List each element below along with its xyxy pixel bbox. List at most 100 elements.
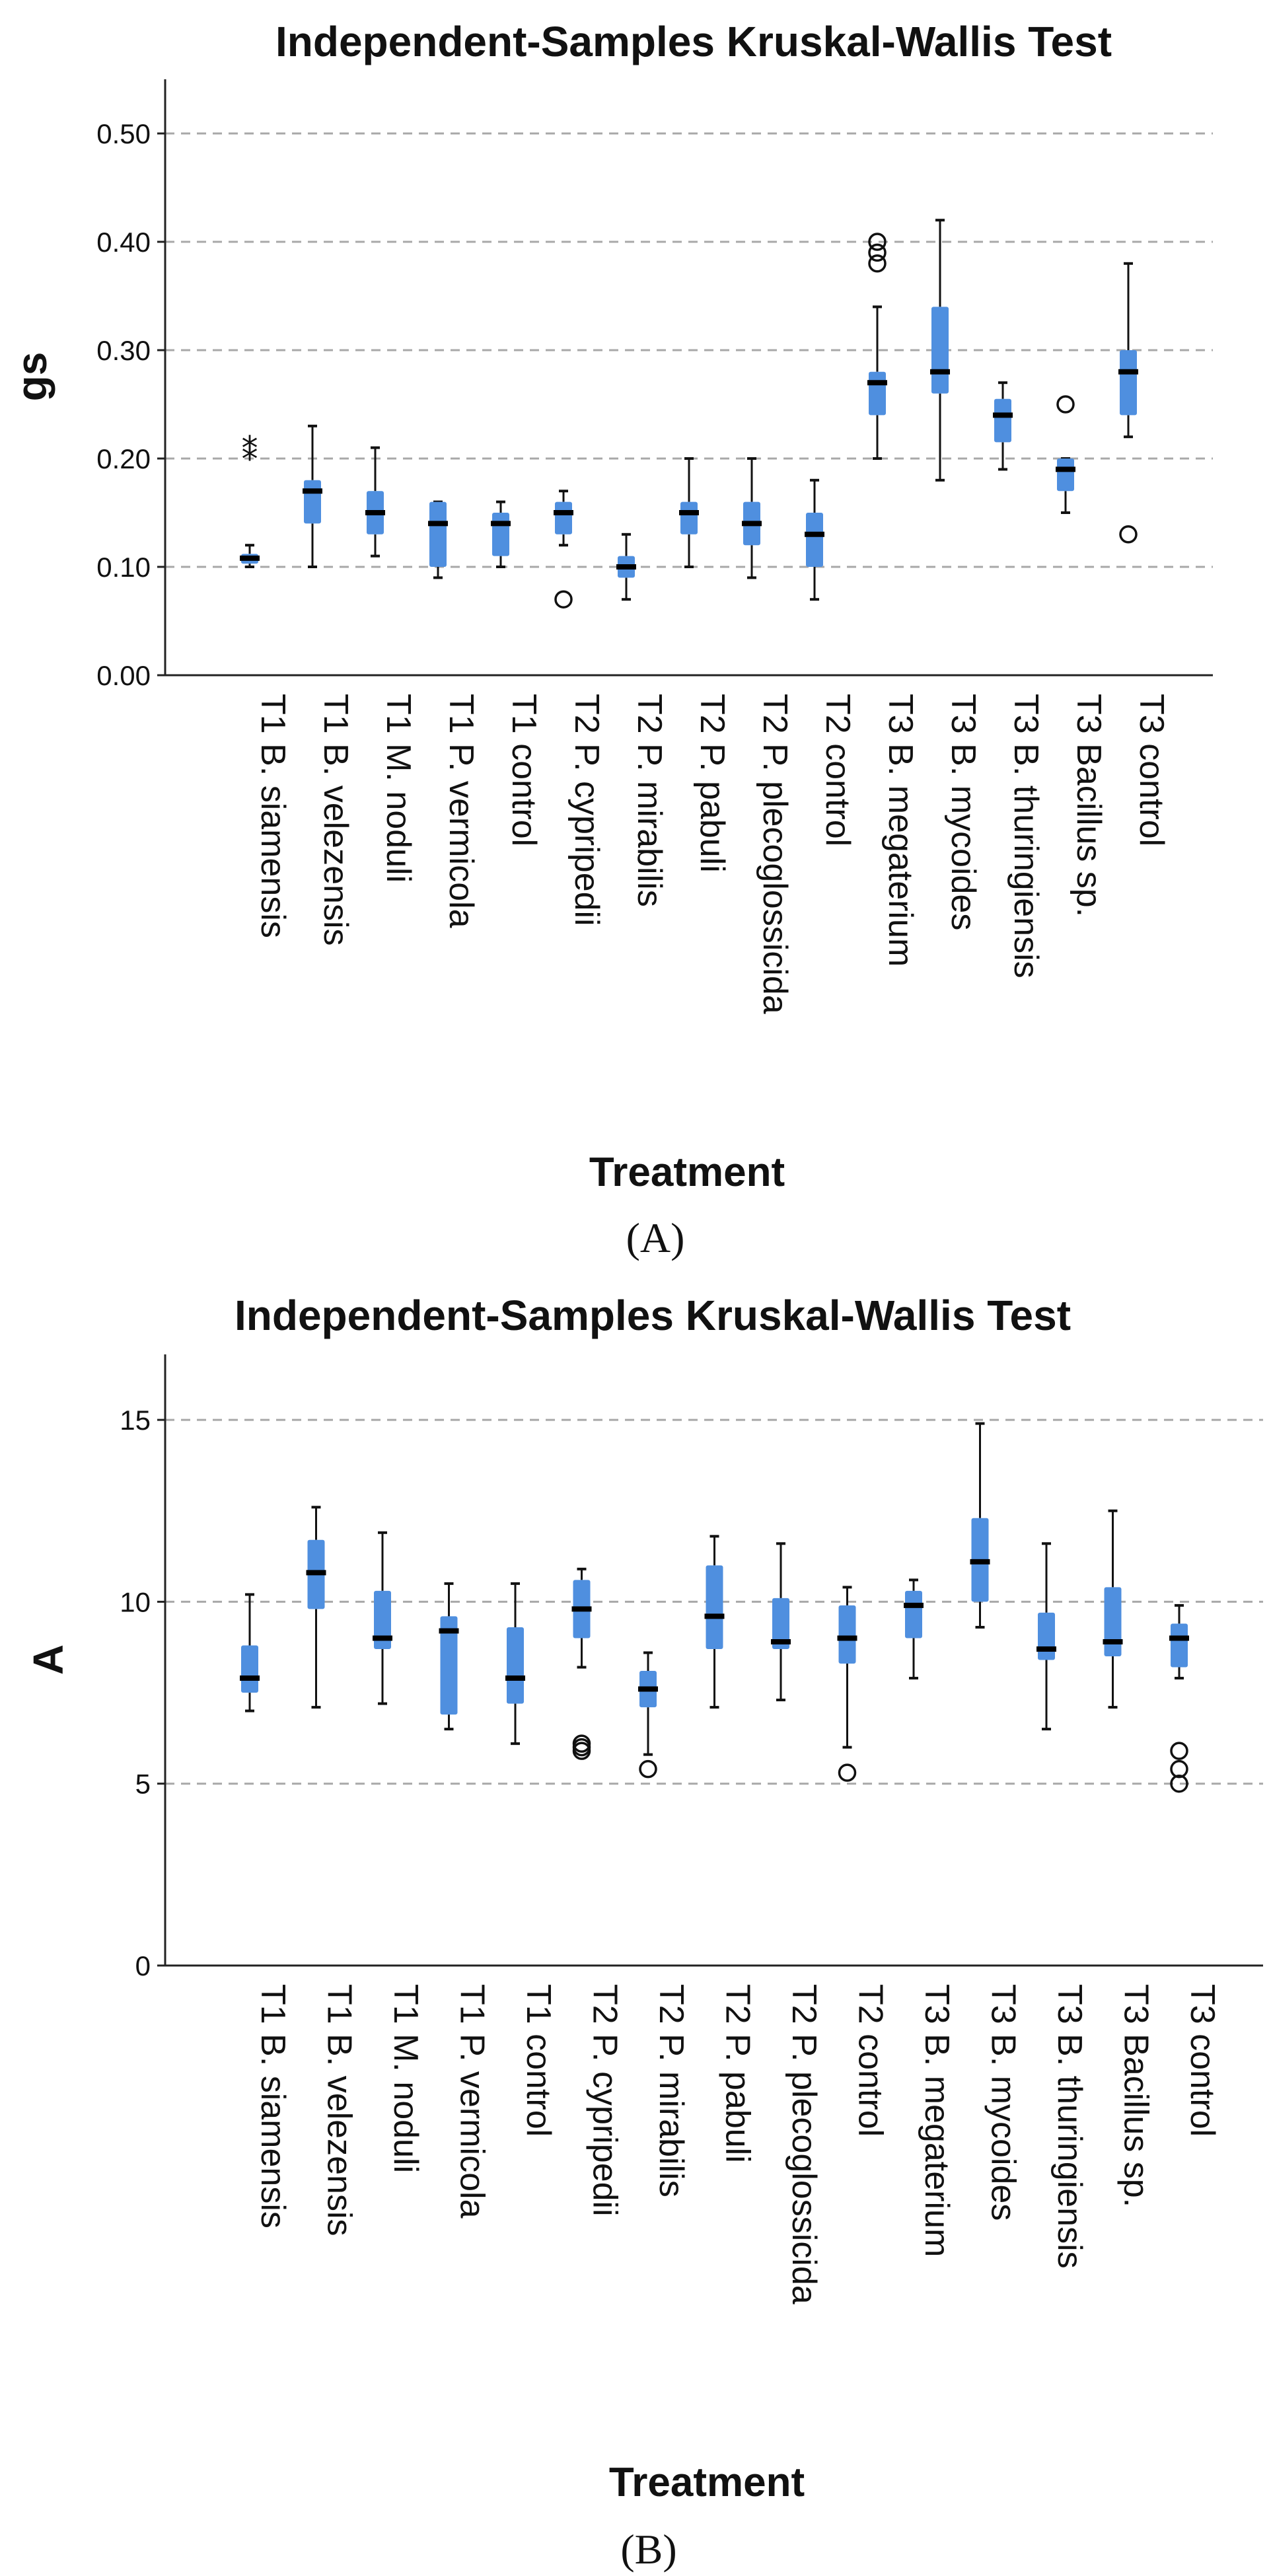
boxplot-4 <box>428 500 448 579</box>
outlier-point <box>868 254 887 273</box>
x-tick-label: T1 P. vermicola <box>453 1984 491 2219</box>
boxplot-13 <box>1036 1542 1056 1731</box>
x-tick-label: T1 control <box>505 694 543 846</box>
chart-a-y-label: gs <box>8 352 55 402</box>
x-tick-label: T1 M. noduli <box>386 1984 425 2173</box>
boxplot-1 <box>240 1593 260 1712</box>
boxplot-8 <box>704 1535 725 1709</box>
chart-b-x-tick-labels: T1 B. siamensis T1 B. velezensis T1 M. nod… <box>254 1984 1221 2304</box>
boxplot-4 <box>439 1582 459 1731</box>
x-tick-label: T2 P. cypripedii <box>567 694 606 926</box>
boxplot-10 <box>837 1586 857 1782</box>
chart-a-gridlines <box>165 132 1213 568</box>
iqr-box <box>806 513 823 567</box>
iqr-box <box>905 1590 922 1638</box>
iqr-box <box>440 1616 458 1715</box>
boxplot-14 <box>1103 1509 1123 1709</box>
boxplot-1: ** <box>240 429 260 568</box>
boxplot-2 <box>303 424 322 568</box>
extreme-point: * <box>242 440 258 478</box>
iqr-box <box>1171 1623 1188 1668</box>
iqr-box <box>1057 459 1074 492</box>
x-tick-label: T3 B. megaterium <box>881 694 920 967</box>
iqr-box <box>241 1645 258 1693</box>
boxplot-11 <box>867 233 887 460</box>
outlier-point <box>1170 1774 1188 1793</box>
outlier-point <box>572 1738 591 1757</box>
y-tick-label: 10 <box>120 1586 151 1617</box>
x-tick-label: T2 control <box>852 1984 890 2137</box>
iqr-box <box>838 1605 856 1664</box>
boxplot-15 <box>1118 262 1138 544</box>
y-tick-label: 0 <box>135 1950 151 1981</box>
chart-a-x-tick-labels: T1 B. siamensis T1 B. velezensis T1 M. nod… <box>254 694 1171 1014</box>
x-tick-label: T2 P. plecoglossicida <box>756 694 794 1014</box>
boxplot-15 <box>1169 1603 1189 1793</box>
panel-label-b: (B) <box>620 2526 676 2573</box>
x-tick-label: T3 B. megaterium <box>918 1984 956 2257</box>
outlier-point <box>1170 1759 1188 1779</box>
extreme-point: * <box>242 429 258 468</box>
boxplot-12 <box>970 1422 990 1629</box>
outlier-point <box>1119 525 1138 544</box>
chart-b-x-label: Treatment <box>609 2460 805 2505</box>
boxplot-13 <box>993 381 1013 471</box>
boxplot-7 <box>638 1651 658 1779</box>
y-tick-label: 0.00 <box>96 660 151 691</box>
iqr-box <box>304 480 321 524</box>
iqr-box <box>772 1598 789 1649</box>
x-tick-label: T1 control <box>519 1984 558 2137</box>
x-tick-label: T1 B. velezensis <box>320 1984 359 2236</box>
iqr-box <box>706 1565 723 1649</box>
x-tick-label: T3 Bacillus sp. <box>1070 694 1108 917</box>
x-tick-label: T3 control <box>1183 1984 1221 2137</box>
x-tick-label: T2 P. mirabilis <box>652 1984 690 2197</box>
boxplot-6 <box>554 490 573 608</box>
outlier-point <box>1056 395 1075 414</box>
chart-a-title: Independent-Samples Kruskal-Wallis Test <box>275 18 1112 65</box>
y-tick-label: 0.30 <box>96 335 151 366</box>
boxplot-6 <box>571 1567 592 1760</box>
boxplot-5 <box>491 500 511 568</box>
x-tick-label: T3 B. mycoides <box>984 1984 1023 2221</box>
x-tick-label: T2 P. mirabilis <box>630 694 669 907</box>
x-tick-label: T1 B. siamensis <box>254 694 292 938</box>
iqr-box <box>492 513 509 556</box>
y-tick-label: 0.10 <box>96 552 151 583</box>
chart-b-title: Independent-Samples Kruskal-Wallis Test <box>235 1292 1071 1339</box>
outlier-point <box>868 243 887 262</box>
x-tick-label: T3 B. mycoides <box>944 694 982 930</box>
chart-b-gridlines <box>165 1418 1263 1785</box>
outlier-point <box>838 1763 857 1782</box>
boxplot-3 <box>373 1531 392 1705</box>
boxplot-11 <box>904 1578 924 1680</box>
iqr-box <box>1104 1587 1122 1656</box>
y-tick-label: 15 <box>120 1405 151 1436</box>
iqr-box <box>429 501 447 567</box>
iqr-box <box>680 501 698 534</box>
x-tick-label: T2 P. pabuli <box>719 1984 757 2163</box>
boxplot-12 <box>930 219 950 482</box>
x-tick-label: T2 control <box>818 694 857 846</box>
x-tick-label: T2 P. plecoglossicida <box>785 1984 823 2304</box>
x-tick-label: T3 Bacillus sp. <box>1117 1984 1155 2207</box>
x-tick-label: T3 B. thuringiensis <box>1007 694 1045 978</box>
iqr-box <box>1038 1612 1055 1660</box>
y-tick-label: 0.40 <box>96 227 151 258</box>
iqr-box <box>555 501 572 534</box>
boxplot-14 <box>1056 395 1075 514</box>
chart-b-y-ticks: 0 5 10 15 <box>120 1405 165 1981</box>
y-tick-label: 0.20 <box>96 443 151 474</box>
x-tick-label: T2 P. pabuli <box>693 694 731 873</box>
iqr-box <box>869 371 886 416</box>
chart-a-y-ticks: 0.00 0.10 0.20 0.30 0.40 0.50 <box>96 118 165 691</box>
x-tick-label: T1 B. siamensis <box>254 1984 292 2228</box>
chart-b-boxes <box>240 1422 1189 1793</box>
y-tick-label: 0.50 <box>96 118 151 149</box>
chart-b: Independent-Samples Kruskal-Wallis Test … <box>24 1292 1263 2573</box>
iqr-box <box>994 398 1011 443</box>
iqr-box <box>931 307 949 394</box>
boxplot-5 <box>505 1582 525 1746</box>
boxplot-7 <box>616 533 636 601</box>
